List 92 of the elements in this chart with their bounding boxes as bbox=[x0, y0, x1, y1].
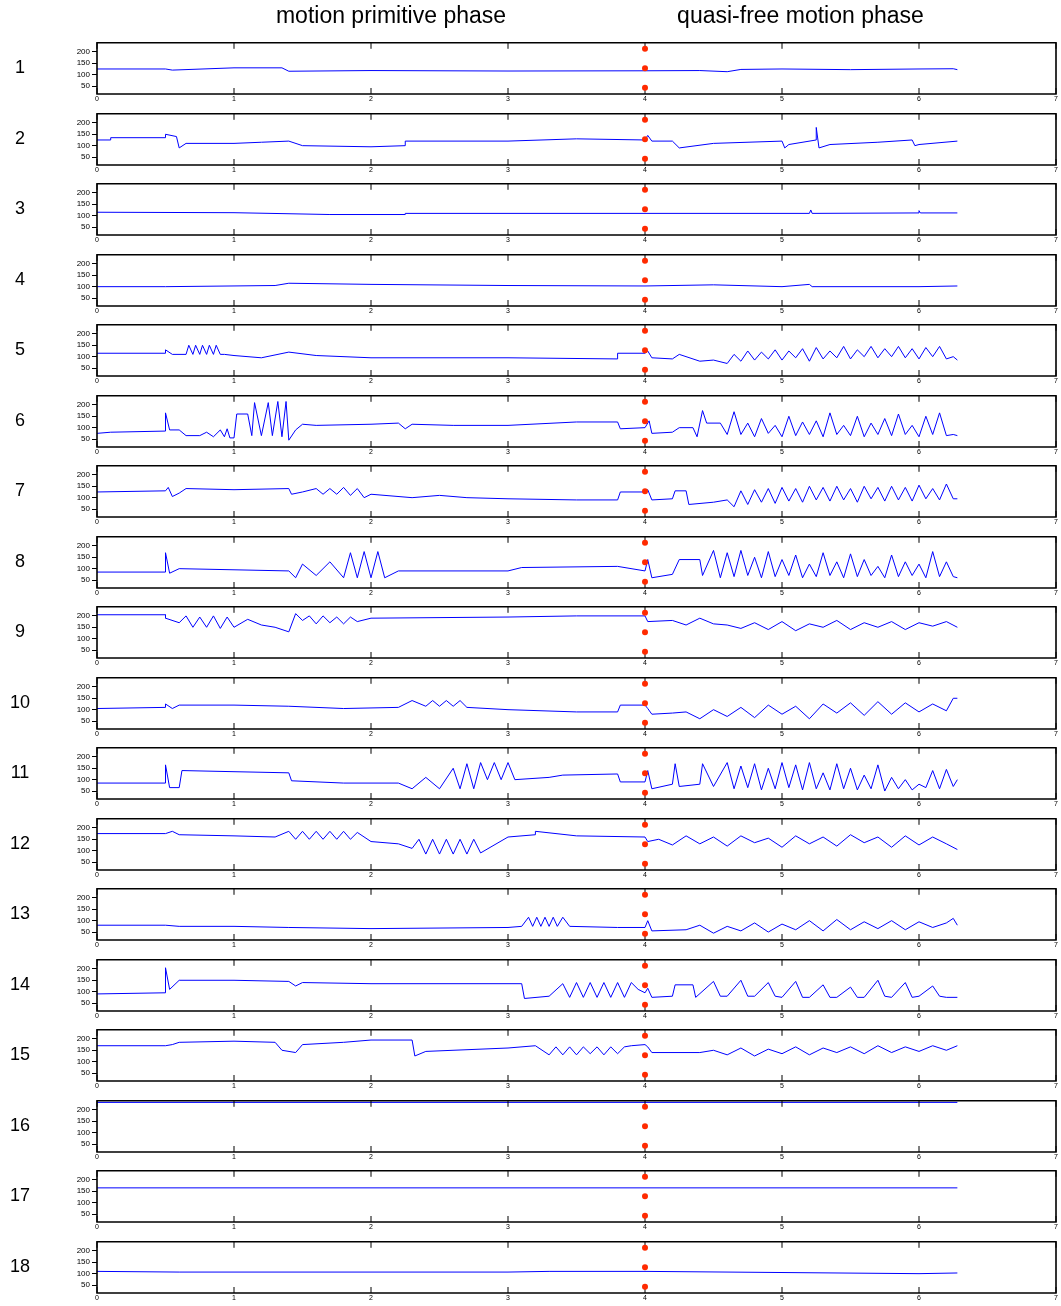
y-tick-label: 200 bbox=[76, 540, 91, 550]
y-tick-label: 100 bbox=[76, 1268, 91, 1278]
y-tick-label: 150 bbox=[76, 269, 91, 279]
y-tick-label: 200 bbox=[76, 752, 91, 762]
y-axis-title: 1 bbox=[14, 57, 26, 79]
y-tick-label: 100 bbox=[76, 1056, 91, 1066]
y-axis-title: 7 bbox=[14, 480, 26, 502]
y-tick-label: 50 bbox=[81, 292, 91, 302]
y-tick-label: 50 bbox=[81, 997, 91, 1007]
y-tick-label: 50 bbox=[81, 1068, 91, 1078]
y-tick-label: 200 bbox=[76, 1104, 91, 1114]
y-tick-label: 150 bbox=[76, 1256, 91, 1266]
y-tick-label: 100 bbox=[76, 915, 91, 925]
y-tick-label: 50 bbox=[81, 363, 91, 373]
y-tick-label: 50 bbox=[81, 927, 91, 937]
y-tick-label: 150 bbox=[76, 128, 91, 138]
y-tick-label: 50 bbox=[81, 433, 91, 443]
y-tick-label: 100 bbox=[76, 774, 91, 784]
y-tick-label: 200 bbox=[76, 329, 91, 339]
y-tick-label: 50 bbox=[81, 81, 91, 91]
y-tick-label: 100 bbox=[76, 633, 91, 643]
y-axis-title: 17 bbox=[9, 1185, 31, 1207]
y-tick-label: 100 bbox=[76, 1127, 91, 1137]
y-axis-title: 5 bbox=[14, 339, 26, 361]
y-tick-label: 150 bbox=[76, 763, 91, 773]
y-tick-label: 150 bbox=[76, 551, 91, 561]
y-tick-label: 50 bbox=[81, 645, 91, 655]
y-tick-label: 150 bbox=[76, 622, 91, 632]
y-tick-label: 150 bbox=[76, 1186, 91, 1196]
y-tick-label: 200 bbox=[76, 1245, 91, 1255]
y-axis-title: 16 bbox=[9, 1114, 31, 1136]
y-tick-label: 50 bbox=[81, 151, 91, 161]
y-tick-label: 100 bbox=[76, 986, 91, 996]
y-axis-title: 4 bbox=[14, 268, 26, 290]
y-tick-label: 200 bbox=[76, 399, 91, 409]
y-axis-title: 8 bbox=[14, 550, 26, 572]
y-axis-title: 11 bbox=[9, 762, 31, 784]
y-tick-label: 200 bbox=[76, 117, 91, 127]
y-axis-title: 15 bbox=[9, 1044, 31, 1066]
y-tick-label: 50 bbox=[81, 1209, 91, 1219]
y-tick-label: 150 bbox=[76, 974, 91, 984]
y-tick-label: 200 bbox=[76, 681, 91, 691]
y-tick-label: 150 bbox=[76, 340, 91, 350]
y-axis-title: 2 bbox=[14, 127, 26, 149]
y-tick-label: 150 bbox=[76, 481, 91, 491]
y-axis-title: 18 bbox=[9, 1255, 31, 1277]
y-tick-label: 150 bbox=[76, 410, 91, 420]
y-tick-label: 100 bbox=[76, 140, 91, 150]
y-tick-label: 100 bbox=[76, 69, 91, 79]
y-tick-label: 150 bbox=[76, 692, 91, 702]
y-tick-label: 50 bbox=[81, 856, 91, 866]
y-tick-label: 150 bbox=[76, 1045, 91, 1055]
y-tick-label: 150 bbox=[76, 58, 91, 68]
y-tick-label: 200 bbox=[76, 470, 91, 480]
y-tick-label: 200 bbox=[76, 1175, 91, 1185]
y-tick-label: 200 bbox=[76, 963, 91, 973]
y-axis-title: 6 bbox=[14, 409, 26, 431]
y-tick-label: 100 bbox=[76, 1197, 91, 1207]
y-tick-label: 50 bbox=[81, 786, 91, 796]
y-axis-title: 3 bbox=[14, 198, 26, 220]
text: motion primitive phase bbox=[275, 2, 507, 29]
y-axis-title: 14 bbox=[9, 973, 31, 995]
y-tick-label: 200 bbox=[76, 822, 91, 832]
y-tick-label: 200 bbox=[76, 47, 91, 57]
y-tick-label: 50 bbox=[81, 1279, 91, 1289]
y-tick-label: 150 bbox=[76, 904, 91, 914]
text: quasi-free motion phase bbox=[677, 2, 924, 29]
y-tick-label: 200 bbox=[76, 893, 91, 903]
y-tick-label: 100 bbox=[76, 351, 91, 361]
y-tick-label: 100 bbox=[76, 563, 91, 573]
y-tick-label: 150 bbox=[76, 833, 91, 843]
y-tick-label: 100 bbox=[76, 704, 91, 714]
y-axis-title: 9 bbox=[14, 621, 26, 643]
y-tick-label: 50 bbox=[81, 574, 91, 584]
y-tick-label: 150 bbox=[76, 199, 91, 209]
y-tick-label: 100 bbox=[76, 422, 91, 432]
y-tick-label: 50 bbox=[81, 222, 91, 232]
y-tick-label: 50 bbox=[81, 1138, 91, 1148]
y-tick-label: 150 bbox=[76, 1115, 91, 1125]
y-tick-label: 50 bbox=[81, 715, 91, 725]
y-axis-title: 12 bbox=[9, 832, 31, 854]
y-tick-label: 50 bbox=[81, 504, 91, 514]
y-tick-label: 200 bbox=[76, 1034, 91, 1044]
y-tick-label: 200 bbox=[76, 258, 91, 268]
y-tick-label: 200 bbox=[76, 611, 91, 621]
y-tick-label: 100 bbox=[76, 845, 91, 855]
y-tick-label: 100 bbox=[76, 492, 91, 502]
y-tick-label: 100 bbox=[76, 281, 91, 291]
y-tick-label: 100 bbox=[76, 210, 91, 220]
y-axis-title: 13 bbox=[9, 903, 31, 925]
y-axis-title: 10 bbox=[9, 691, 31, 713]
y-tick-label: 200 bbox=[76, 188, 91, 198]
